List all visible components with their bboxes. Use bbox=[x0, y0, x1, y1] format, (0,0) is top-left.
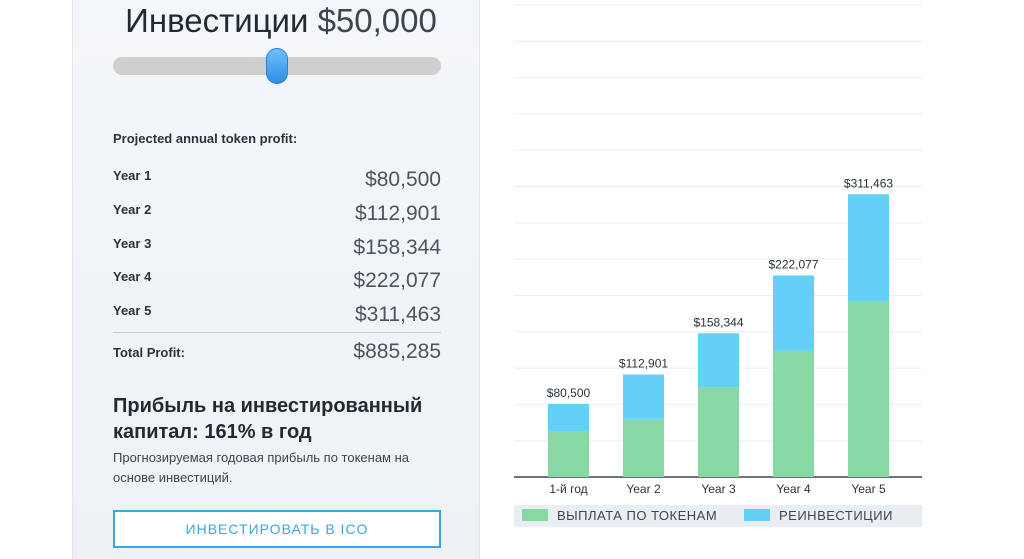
legend-swatch-reinvest bbox=[744, 509, 770, 521]
bar-segment-payout bbox=[548, 431, 589, 477]
profit-row-value: $112,901 bbox=[354, 201, 441, 225]
investment-amount: $50,000 bbox=[317, 2, 437, 39]
x-tick-label: Year 3 bbox=[701, 482, 736, 496]
profit-row-year: Year 2 bbox=[113, 201, 152, 217]
x-tick-label: Year 2 bbox=[626, 482, 661, 496]
roi-description: Прогнозируемая годовая прибыль по токена… bbox=[113, 450, 410, 485]
bar-value-label: $311,463 bbox=[844, 176, 893, 190]
profit-chart: $80,500 1-й год $112,901 Year 2 $158,344 Year… bbox=[514, 0, 924, 530]
bar-segment-reinvest bbox=[848, 194, 889, 302]
profit-row-value: $311,463 bbox=[354, 303, 441, 327]
investment-panel: Инвестиции $50,000 Projected annual toke… bbox=[72, 0, 480, 559]
profit-row: Year 3 $158,344 bbox=[113, 228, 441, 262]
profit-total-value: $885,285 bbox=[353, 340, 441, 363]
roi-heading: Прибыль на инвестированный капитал: 161%… bbox=[113, 395, 423, 443]
bar-segment-reinvest bbox=[623, 374, 664, 419]
bar-segment-payout bbox=[773, 350, 814, 477]
profit-row: Year 1 $80,500 bbox=[113, 160, 441, 194]
legend-label-payout: ВЫПЛАТА ПО ТОКЕНАМ bbox=[557, 508, 718, 523]
profit-row-year: Year 3 bbox=[113, 235, 152, 251]
legend-item-payout: ВЫПЛАТА ПО ТОКЕНАМ bbox=[522, 505, 717, 527]
profit-total-row: Total Profit: $885,285 bbox=[113, 332, 441, 368]
profit-heading: Projected annual token profit: bbox=[113, 131, 298, 146]
x-tick-label: Year 5 bbox=[851, 482, 886, 496]
investment-title-label: Инвестиции bbox=[125, 2, 309, 39]
legend-item-reinvest: РЕИНВЕСТИЦИИ bbox=[744, 505, 893, 527]
profit-row-year: Year 1 bbox=[113, 168, 152, 183]
profit-row-year: Year 5 bbox=[113, 303, 152, 319]
bar-segment-reinvest bbox=[548, 403, 589, 432]
bar-segment-payout bbox=[698, 387, 739, 477]
bar-segment-payout bbox=[623, 418, 664, 477]
x-tick-label: Year 4 bbox=[776, 482, 811, 496]
investment-title: Инвестиции $50,000 bbox=[121, 2, 441, 40]
bar-value-label: $80,500 bbox=[547, 386, 591, 400]
profit-row-value: $158,344 bbox=[353, 235, 441, 259]
profit-row: Year 4 $222,077 bbox=[113, 261, 441, 295]
bar-value-label: $158,344 bbox=[693, 315, 743, 329]
bar-segment-reinvest bbox=[773, 275, 814, 351]
chart-legend: ВЫПЛАТА ПО ТОКЕНАМ РЕИНВЕСТИЦИИ bbox=[514, 505, 922, 527]
investment-slider-thumb[interactable] bbox=[266, 48, 288, 84]
bar-value-label: $112,901 bbox=[619, 357, 668, 371]
profit-row: Year 5 $311,463 bbox=[113, 295, 441, 329]
profit-chart-svg: $80,500 1-й год $112,901 Year 2 $158,344 Year… bbox=[514, 4, 922, 496]
x-tick-label: 1-й год bbox=[549, 482, 587, 496]
profit-row-value: $222,077 bbox=[353, 269, 441, 293]
profit-row-year: Year 4 bbox=[113, 269, 152, 285]
profit-table: Year 1 $80,500 Year 2 $112,901 Year 3 $1… bbox=[113, 160, 441, 329]
bar-segment-payout bbox=[848, 301, 889, 477]
legend-label-reinvest: РЕИНВЕСТИЦИИ bbox=[779, 508, 893, 523]
bar-value-label: $222,077 bbox=[768, 257, 818, 271]
profit-row-value: $80,500 bbox=[365, 168, 441, 191]
bar-segment-reinvest bbox=[698, 333, 739, 388]
legend-swatch-payout bbox=[522, 509, 548, 521]
invest-ico-button[interactable]: ИНВЕСТИРОВАТЬ В ICO bbox=[113, 510, 441, 548]
profit-row: Year 2 $112,901 bbox=[113, 194, 441, 228]
profit-total-label: Total Profit: bbox=[113, 345, 185, 360]
